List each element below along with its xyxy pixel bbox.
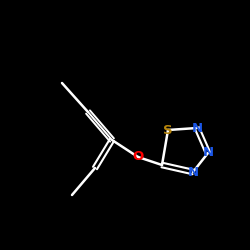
Text: O: O: [132, 150, 143, 164]
Text: N: N: [188, 166, 198, 178]
Text: S: S: [163, 124, 173, 136]
Text: N: N: [202, 146, 213, 160]
Text: N: N: [192, 122, 202, 134]
